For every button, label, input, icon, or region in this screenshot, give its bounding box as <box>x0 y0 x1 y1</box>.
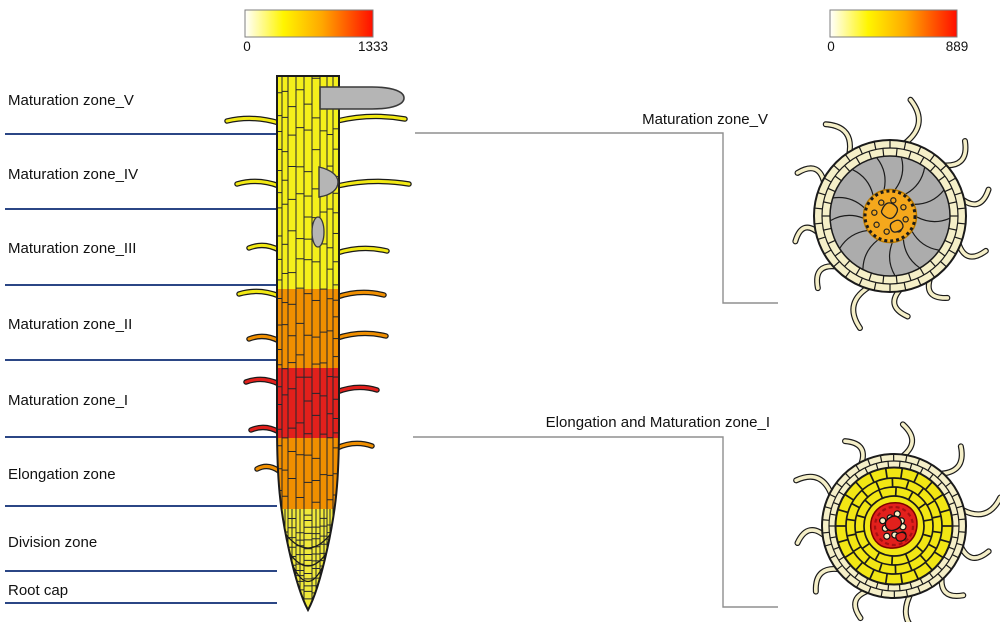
cs2-cortex-cells <box>835 467 953 585</box>
leader-maturation-v <box>415 132 778 304</box>
cs1-epidermis-cells <box>814 140 966 292</box>
lateral-root-primordium-small <box>311 216 325 248</box>
colorbar-right-min: 0 <box>827 39 835 54</box>
cs1-cortex-cells <box>830 157 950 276</box>
zone-separator-lines <box>5 133 277 604</box>
cross-section-elongation-mat1 <box>793 421 1000 622</box>
lateral-root-primordium-medium <box>318 166 339 198</box>
zone-label-maturation-iv: Maturation zone_IV <box>8 166 139 183</box>
zone-label-maturation-ii: Maturation zone_II <box>8 316 133 333</box>
colorbar-right-max: 889 <box>945 39 969 54</box>
root-longitudinal-section <box>276 75 340 613</box>
colorbar-left-max: 1333 <box>357 39 389 54</box>
section-label-elongation-mat1: Elongation and Maturation zone_I <box>545 414 770 431</box>
lateral-root-primordium-large <box>319 86 405 110</box>
heat-colorbar-left <box>244 9 374 38</box>
leader-elongation-mat1 <box>413 436 778 608</box>
zone-label-maturation-i: Maturation zone_I <box>8 392 129 409</box>
zone-label-maturation-iii: Maturation zone_III <box>8 240 137 257</box>
heat-colorbar-right <box>829 9 958 38</box>
zone-label-maturation-v: Maturation zone_V <box>8 92 134 109</box>
colorbar-left-min: 0 <box>243 39 251 54</box>
zone-label-root-cap: Root cap <box>8 582 69 599</box>
root-hairs <box>224 113 412 474</box>
zone-label-elongation: Elongation zone <box>8 466 116 483</box>
cross-section-maturation-v <box>792 96 992 332</box>
section-label-maturation-v: Maturation zone_V <box>642 111 768 128</box>
cs2-epidermis-cells <box>822 453 966 599</box>
zone-label-division: Division zone <box>8 534 98 551</box>
